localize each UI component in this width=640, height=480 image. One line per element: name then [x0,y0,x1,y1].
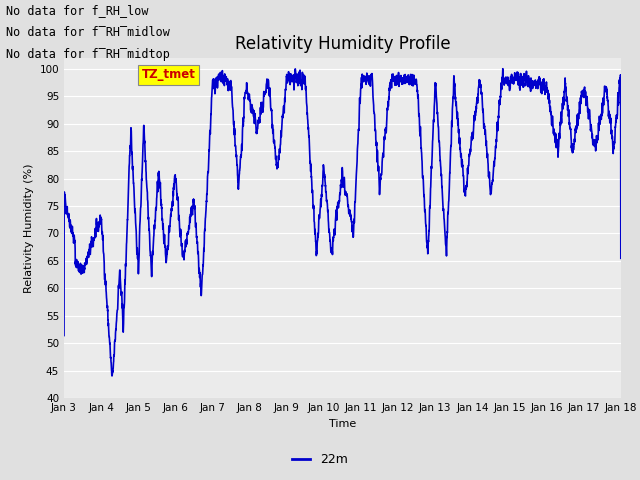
X-axis label: Time: Time [329,419,356,429]
Legend: 22m: 22m [287,448,353,471]
Y-axis label: Relativity Humidity (%): Relativity Humidity (%) [24,163,34,293]
Text: No data for f_RH_low: No data for f_RH_low [6,4,149,17]
Title: Relativity Humidity Profile: Relativity Humidity Profile [235,35,450,53]
Text: No data for f̅RH̅midtop: No data for f̅RH̅midtop [6,48,170,60]
Text: TZ_tmet: TZ_tmet [142,68,196,81]
Text: No data for f̅RH̅midlow: No data for f̅RH̅midlow [6,26,170,39]
